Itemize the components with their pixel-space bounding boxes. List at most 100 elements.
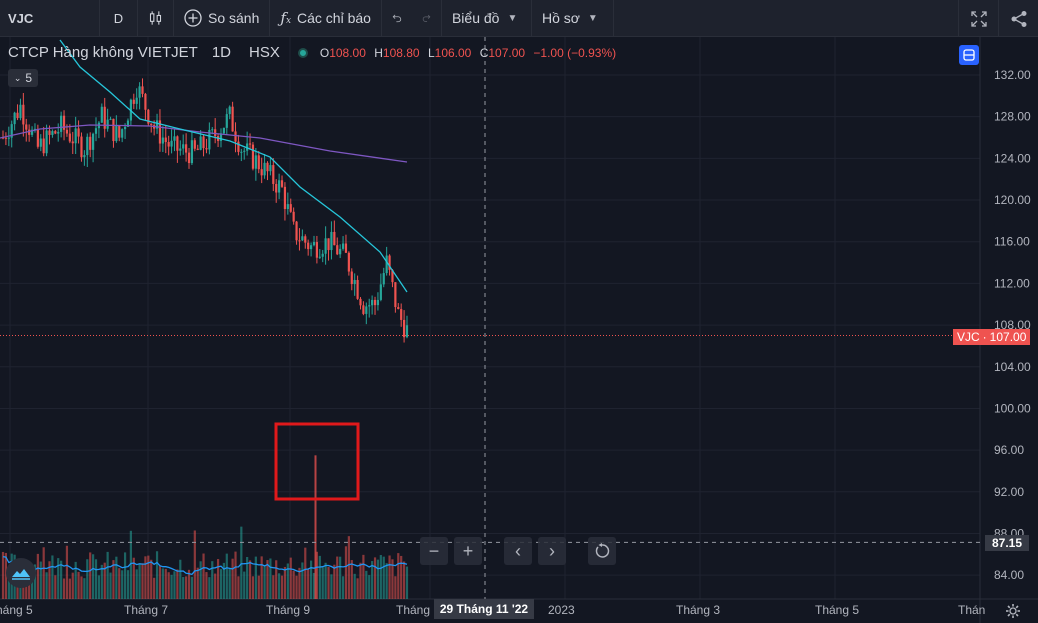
zoom-out-button[interactable]: − xyxy=(420,537,448,565)
candle-body xyxy=(298,240,301,242)
volume-bar xyxy=(350,560,353,599)
volume-bar xyxy=(1,551,5,599)
compare-button[interactable]: So sánh xyxy=(174,0,271,37)
candle-body xyxy=(344,243,348,253)
candle-body xyxy=(275,183,278,193)
redo-button[interactable] xyxy=(412,0,442,37)
candle-body xyxy=(161,137,164,144)
volume-bar xyxy=(263,565,266,599)
chart-menu-label: Biểu đồ xyxy=(451,10,500,26)
axis-settings-button[interactable] xyxy=(1003,601,1023,621)
candle-body xyxy=(289,204,292,212)
volume-bar xyxy=(167,572,170,599)
indicators-toggle[interactable]: ⌄ 5 xyxy=(8,69,38,87)
volume-bar xyxy=(368,575,371,599)
volume-bar xyxy=(83,578,86,599)
chart-grid xyxy=(0,37,1038,623)
interval-button[interactable]: D xyxy=(100,0,138,37)
candle-body xyxy=(83,155,86,158)
price-tick-label: 120.00 xyxy=(994,193,1031,207)
candle-body xyxy=(307,242,310,250)
volume-bar xyxy=(153,577,156,599)
zoom-in-button[interactable]: + xyxy=(454,537,482,565)
candle-body xyxy=(391,269,394,283)
volume-bar xyxy=(118,568,121,599)
volume-bar xyxy=(405,566,409,599)
volume-bar xyxy=(39,561,42,599)
volume-bar xyxy=(196,567,199,599)
volume-bar xyxy=(199,561,202,599)
candle-body xyxy=(397,307,400,310)
volume-bar xyxy=(7,570,10,599)
candle-body xyxy=(144,93,147,110)
candle-body xyxy=(254,155,257,169)
change-value: −1.00 (−0.93%) xyxy=(533,45,617,60)
profile-menu-button[interactable]: Hồ sơ ▼ xyxy=(532,0,614,37)
share-button[interactable] xyxy=(998,0,1038,37)
volume-bar xyxy=(312,572,316,599)
close-value: 107.00 xyxy=(488,45,526,60)
fx-icon: ƒx xyxy=(280,9,292,27)
volume-bar xyxy=(234,551,237,599)
volume-bar xyxy=(400,555,403,599)
candle-body xyxy=(103,106,106,129)
volume-bar xyxy=(164,568,167,599)
candle-body xyxy=(16,112,19,119)
candle-body xyxy=(33,128,37,130)
scroll-left-button[interactable]: ‹ xyxy=(504,537,532,565)
volume-bar xyxy=(356,578,359,599)
volume-bar xyxy=(219,569,223,599)
volume-bar xyxy=(222,562,225,599)
scroll-right-button[interactable]: › xyxy=(538,537,566,565)
open-value: 108.00 xyxy=(329,45,366,60)
symbol-search-button[interactable]: VJC xyxy=(0,0,100,37)
volume-bar xyxy=(214,573,217,599)
volume-bar xyxy=(4,552,8,599)
candle-body xyxy=(36,128,39,147)
candle-body xyxy=(141,86,144,94)
volume-bar xyxy=(80,576,83,599)
candle-body xyxy=(339,248,342,255)
candle-body xyxy=(199,136,202,150)
volume-bar xyxy=(68,578,71,599)
candle-body xyxy=(92,133,95,150)
candle-body xyxy=(112,118,115,142)
candles-icon xyxy=(149,11,162,25)
object-tree-button[interactable] xyxy=(959,45,979,65)
wave-logo-icon xyxy=(12,569,30,580)
volume-bar xyxy=(251,576,255,599)
indicators-button[interactable]: ƒx Các chỉ báo xyxy=(270,0,382,37)
volume-bar xyxy=(123,552,127,599)
candle-body xyxy=(214,129,217,137)
price-chart[interactable]: 132.00 128.00 124.00 120.00 116.00 112.00 108.… xyxy=(0,37,1038,623)
candle-body xyxy=(89,136,92,150)
reset-chart-button[interactable] xyxy=(588,537,616,565)
undo-button[interactable] xyxy=(382,0,412,37)
brand-logo[interactable] xyxy=(6,558,36,588)
chart-type-button[interactable] xyxy=(138,0,174,37)
volume-bar xyxy=(141,563,144,599)
volume-bar xyxy=(36,553,39,599)
volume-bar xyxy=(109,572,112,599)
plus-icon: + xyxy=(462,540,474,561)
chart-menu-button[interactable]: Biểu đồ ▼ xyxy=(442,0,532,37)
time-axis[interactable]: háng 5 Tháng 7 Tháng 9 Tháng 2023 Tháng 3 Thán… xyxy=(0,603,985,617)
fullscreen-button[interactable] xyxy=(958,0,998,37)
candle-body xyxy=(385,255,388,274)
candle-body xyxy=(62,115,66,130)
price-tick-label: 108.00 xyxy=(994,318,1031,332)
volume-bar xyxy=(103,562,106,599)
price-axis[interactable]: 132.00 128.00 124.00 120.00 116.00 112.00 108.… xyxy=(994,68,1031,582)
candle-body xyxy=(187,152,191,164)
candle-body xyxy=(123,126,127,130)
candle-body xyxy=(278,180,281,193)
candle-body xyxy=(371,299,374,306)
candle-body xyxy=(286,204,289,210)
market-status-icon[interactable] xyxy=(297,47,308,58)
candle-body xyxy=(13,112,16,125)
volume-bar xyxy=(376,559,380,599)
volume-bar xyxy=(309,560,313,599)
candle-body xyxy=(269,165,272,172)
candle-body xyxy=(222,127,225,134)
candle-body xyxy=(240,151,243,153)
